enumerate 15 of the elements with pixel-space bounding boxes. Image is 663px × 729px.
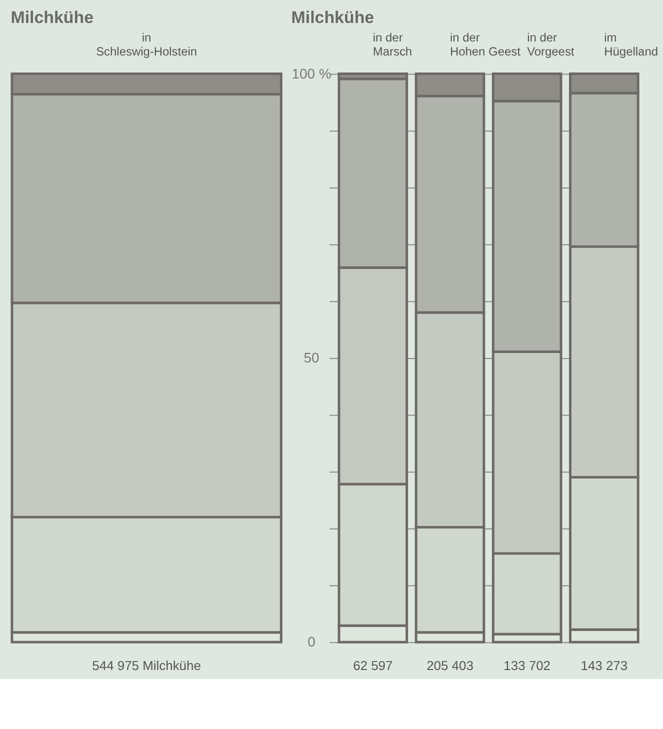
chart-title: Milchkühe bbox=[10, 8, 94, 27]
y-tick-label: 100 % bbox=[292, 65, 332, 82]
y-tick-label: 50 bbox=[304, 349, 320, 366]
text: 205 403 bbox=[426, 658, 474, 674]
x-tick-label: im Hügelland bbox=[604, 30, 658, 58]
chart-title: Milchkühe bbox=[291, 8, 374, 27]
text: 133 702 bbox=[504, 658, 550, 674]
text: 62 597 bbox=[353, 658, 393, 674]
x-tick-label: in Schleswig-Holstein bbox=[96, 30, 198, 58]
y-tick-label: 0 bbox=[308, 634, 316, 650]
x-tick-label: in der Vorgeest bbox=[527, 30, 575, 58]
text: 544 975 Milchkühe bbox=[92, 658, 201, 674]
x-tick-label: in der Marsch bbox=[372, 30, 412, 58]
text: 143 273 bbox=[580, 658, 628, 674]
x-tick-label: in der Hohen Geest bbox=[450, 30, 522, 58]
